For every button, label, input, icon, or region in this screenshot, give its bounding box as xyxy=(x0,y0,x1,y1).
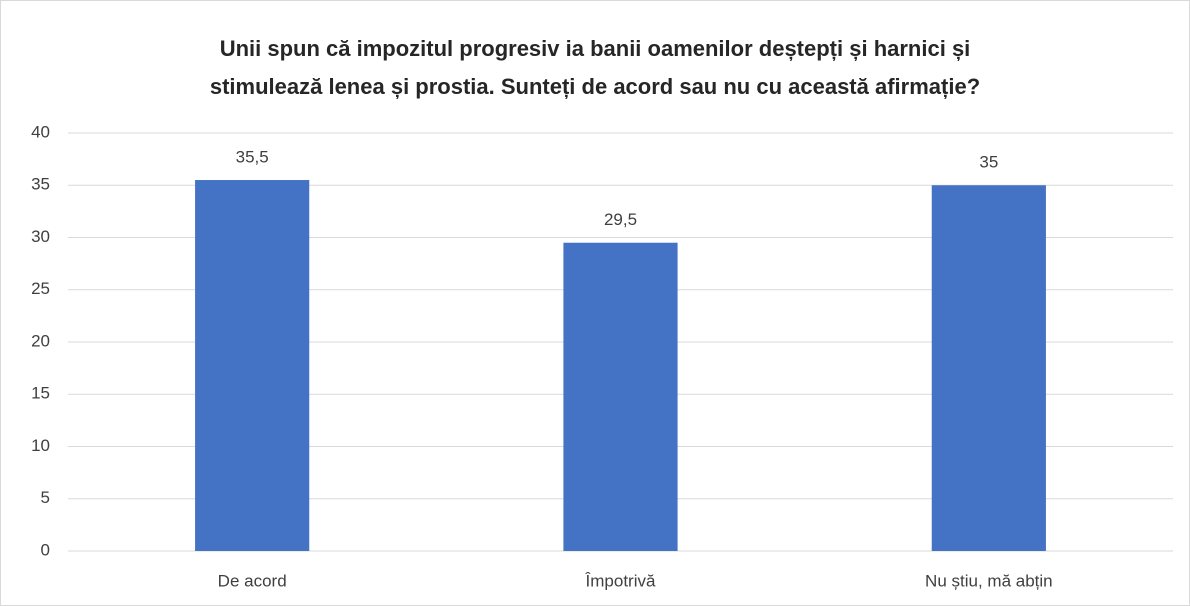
chart-title: Unii spun că impozitul progresiv ia bani… xyxy=(220,36,971,61)
bar xyxy=(563,242,678,551)
y-tick-label: 10 xyxy=(31,436,50,455)
y-tick-label: 40 xyxy=(31,122,50,141)
chart-title: stimulează lenea și prostia. Sunteți de … xyxy=(210,74,980,99)
x-tick-label: Nu știu, mă abțin xyxy=(925,571,1053,590)
data-label: 35 xyxy=(979,153,998,172)
bar xyxy=(931,185,1046,551)
y-tick-label: 5 xyxy=(41,488,50,507)
y-tick-label: 15 xyxy=(31,384,50,403)
y-tick-label: 35 xyxy=(31,175,50,194)
x-tick-label: De acord xyxy=(218,571,287,590)
y-tick-label: 0 xyxy=(41,540,50,559)
data-label: 29,5 xyxy=(604,210,637,229)
bar xyxy=(195,180,310,551)
y-tick-label: 20 xyxy=(31,331,50,350)
x-tick-label: Împotrivă xyxy=(585,571,656,590)
data-label: 35,5 xyxy=(236,148,269,167)
y-tick-label: 25 xyxy=(31,279,50,298)
y-tick-label: 30 xyxy=(31,227,50,246)
